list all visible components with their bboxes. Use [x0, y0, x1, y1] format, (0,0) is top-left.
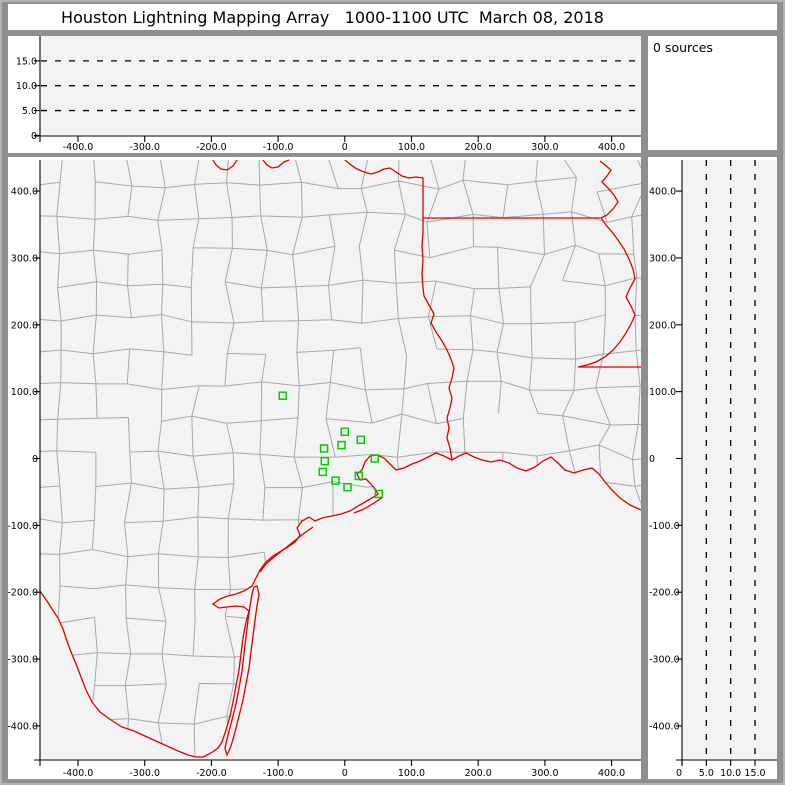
- tick-label: 400.0: [598, 142, 625, 153]
- tick-label: 400.0: [11, 187, 38, 198]
- plot-area: [40, 160, 641, 760]
- source-count-label: 0 sources: [653, 40, 713, 55]
- tick-label: -100.0: [8, 521, 38, 532]
- tick-label: -400.0: [8, 721, 38, 732]
- state-borders: [39, 159, 641, 758]
- tick-label: 0: [342, 142, 348, 153]
- map-plot: -400.0 -300.0 -200.0 -100.0 0 100.0 200.0 300.0…: [8, 159, 641, 779]
- tick-label: 0: [676, 768, 682, 779]
- tick-label: -100.0: [649, 521, 680, 532]
- lma-station-marker: [331, 476, 340, 485]
- tick-label: 15.0: [744, 768, 765, 779]
- tick-label: 100.0: [11, 387, 38, 398]
- lma-station-marker: [319, 444, 329, 453]
- altitude-gridlines: [705, 160, 756, 760]
- tick-label: -300.0: [649, 655, 680, 666]
- tick-label: -100.0: [263, 142, 294, 153]
- lma-station-marker: [343, 482, 352, 492]
- altitude-northsouth-plot: 0 5.0 10.0 15.0 400.0 300.0 200.0 100.0 0 -100.0 -…: [649, 160, 777, 779]
- tick-label: -300.0: [8, 655, 38, 666]
- tick-label: -300.0: [129, 142, 160, 153]
- lma-station-marker: [337, 440, 346, 450]
- title-bar: Houston Lightning Mapping Array 1000-110…: [8, 4, 777, 30]
- tick-label: 300.0: [531, 142, 558, 153]
- axes: [676, 160, 777, 766]
- tick-label: 200.0: [649, 320, 676, 331]
- tick-label: -400.0: [63, 142, 94, 153]
- tick-label: -100.0: [263, 768, 294, 779]
- tick-label: -300.0: [129, 768, 160, 779]
- panel-altitude-eastwest: -400.0 -300.0 -200.0 -100.0 0 100.0 200.0 300.0…: [8, 36, 641, 153]
- altitude-gridlines: [41, 60, 641, 112]
- lma-stations: [278, 391, 384, 499]
- tick-label: -400.0: [649, 721, 680, 732]
- tick-label: 300.0: [649, 253, 676, 264]
- tick-label: 5.0: [22, 106, 37, 117]
- panel-source-count: 0 sources: [648, 36, 777, 150]
- tick-label: 100.0: [398, 768, 425, 779]
- lma-station-marker: [318, 467, 328, 477]
- axes: [34, 160, 641, 766]
- tick-label: -200.0: [649, 588, 680, 599]
- lma-station-marker: [356, 435, 366, 445]
- panel-altitude-northsouth: 0 5.0 10.0 15.0 400.0 300.0 200.0 100.0 0 -100.0 -…: [648, 157, 777, 779]
- tick-label: 200.0: [11, 320, 38, 331]
- tick-label: 300.0: [531, 768, 558, 779]
- tick-label: 0: [31, 131, 37, 142]
- tick-label: 10.0: [16, 81, 37, 92]
- panel-map: -400.0 -300.0 -200.0 -100.0 0 100.0 200.0 300.0…: [8, 157, 641, 779]
- window-title: Houston Lightning Mapping Array 1000-110…: [61, 8, 604, 27]
- tick-label: -200.0: [196, 142, 227, 153]
- tick-label: -400.0: [63, 768, 94, 779]
- lma-station-marker: [354, 471, 364, 481]
- altitude-eastwest-plot: -400.0 -300.0 -200.0 -100.0 0 100.0 200.0 300.0…: [16, 36, 641, 153]
- tick-label: 100.0: [398, 142, 425, 153]
- tick-label: 10.0: [720, 768, 741, 779]
- tick-label: 400.0: [649, 187, 676, 198]
- barrier-island: [224, 585, 260, 757]
- lma-station-marker: [278, 391, 288, 400]
- tick-label: 300.0: [11, 253, 38, 264]
- tick-label: 0: [342, 768, 348, 779]
- lma-station-marker: [320, 456, 330, 466]
- tick-label: 0: [649, 454, 655, 465]
- lma-station-marker: [374, 489, 384, 499]
- tick-label: 200.0: [465, 768, 492, 779]
- lma-station-marker: [340, 427, 350, 437]
- tick-label: 0: [32, 454, 38, 465]
- tick-label: 5.0: [699, 768, 714, 779]
- tick-label: 15.0: [16, 56, 37, 67]
- tick-label: 400.0: [598, 768, 625, 779]
- axes: [34, 36, 641, 142]
- tick-label: 200.0: [465, 142, 492, 153]
- lma-station-marker: [370, 454, 380, 463]
- tick-label: 100.0: [649, 387, 676, 398]
- tick-label: -200.0: [196, 768, 227, 779]
- plot-area: [682, 160, 777, 760]
- tick-label: -200.0: [8, 588, 38, 599]
